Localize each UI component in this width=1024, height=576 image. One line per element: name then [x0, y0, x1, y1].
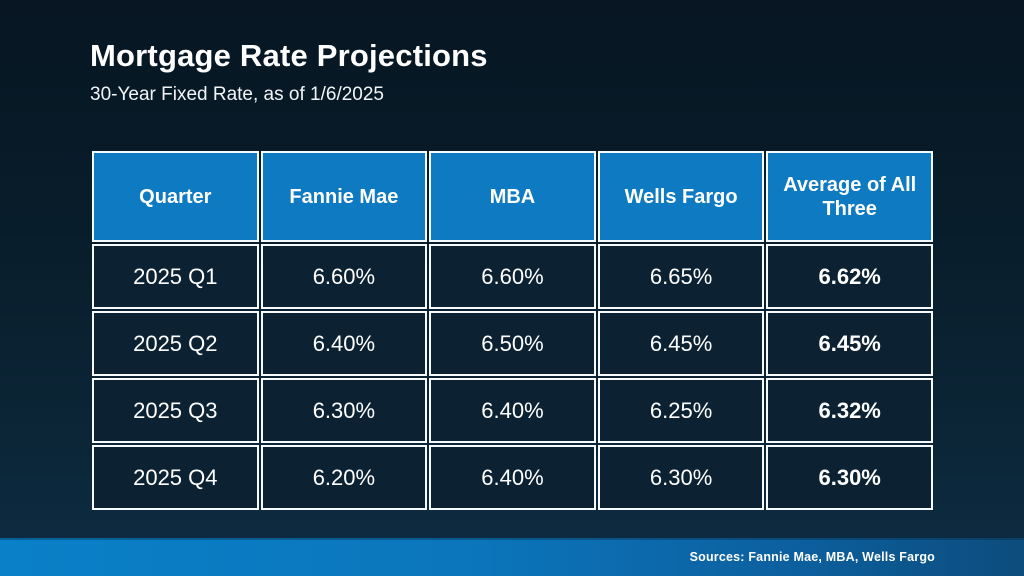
footer-sources-bar: Sources: Fannie Mae, MBA, Wells Fargo [0, 538, 1024, 576]
average-cell: 6.62% [766, 244, 933, 309]
mba-cell: 6.40% [429, 378, 596, 443]
quarter-cell: 2025 Q4 [92, 445, 259, 510]
column-header-wells-fargo: Wells Fargo [597, 151, 765, 242]
mba-cell: 6.60% [429, 244, 596, 309]
wells-fargo-cell: 6.45% [597, 311, 765, 376]
table-row: 2025 Q1 6.60% 6.60% 6.65% 6.62% [92, 244, 933, 309]
wells-fargo-cell: 6.25% [597, 378, 765, 443]
sources-text: Sources: Fannie Mae, MBA, Wells Fargo [689, 550, 935, 564]
mortgage-rate-projections-table: Quarter Fannie Mae MBA Wells Fargo Avera… [90, 149, 935, 512]
fannie-mae-cell: 6.20% [260, 445, 428, 510]
average-cell: 6.30% [766, 445, 933, 510]
fannie-mae-cell: 6.30% [260, 378, 428, 443]
column-header-fannie-mae: Fannie Mae [260, 151, 428, 242]
title-block: Mortgage Rate Projections 30-Year Fixed … [90, 38, 488, 106]
average-cell: 6.45% [766, 311, 933, 376]
column-header-average: Average of All Three [766, 151, 933, 242]
column-header-quarter: Quarter [92, 151, 259, 242]
table-header-row: Quarter Fannie Mae MBA Wells Fargo Avera… [92, 151, 933, 242]
column-header-mba: MBA [429, 151, 596, 242]
mba-cell: 6.40% [429, 445, 596, 510]
table-row: 2025 Q4 6.20% 6.40% 6.30% 6.30% [92, 445, 933, 510]
quarter-cell: 2025 Q3 [92, 378, 259, 443]
mba-cell: 6.50% [429, 311, 596, 376]
wells-fargo-cell: 6.30% [597, 445, 765, 510]
page-title: Mortgage Rate Projections [90, 38, 488, 73]
table-row: 2025 Q3 6.30% 6.40% 6.25% 6.32% [92, 378, 933, 443]
wells-fargo-cell: 6.65% [597, 244, 765, 309]
table-row: 2025 Q2 6.40% 6.50% 6.45% 6.45% [92, 311, 933, 376]
fannie-mae-cell: 6.60% [260, 244, 428, 309]
fannie-mae-cell: 6.40% [260, 311, 428, 376]
quarter-cell: 2025 Q1 [92, 244, 259, 309]
average-cell: 6.32% [766, 378, 933, 443]
slide-subtitle: 30-Year Fixed Rate, as of 1/6/2025 [90, 84, 384, 105]
quarter-cell: 2025 Q2 [92, 311, 259, 376]
